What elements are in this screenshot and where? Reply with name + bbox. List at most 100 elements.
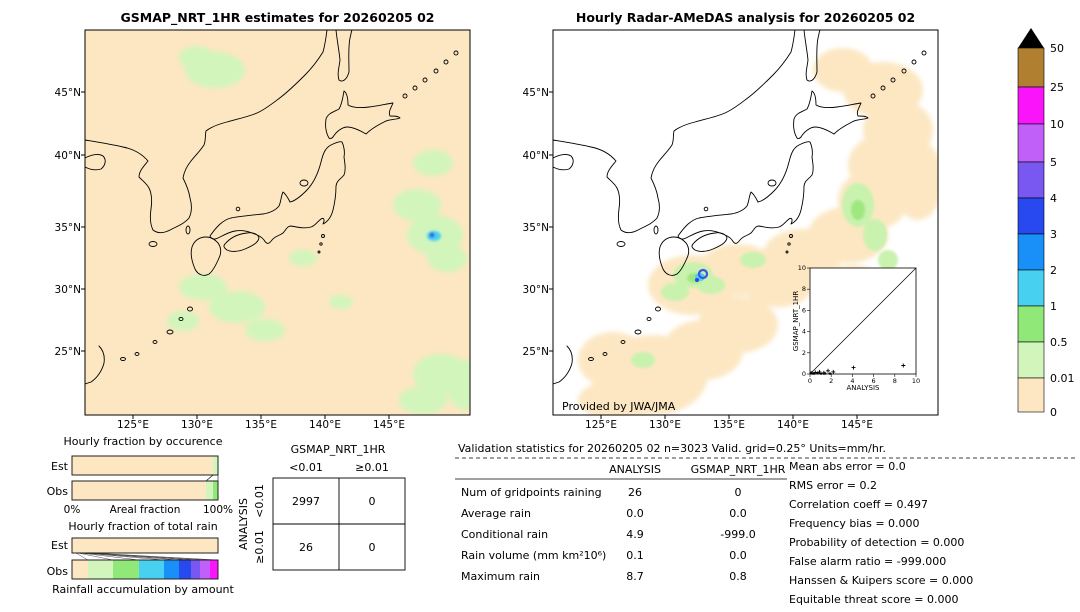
tick-label: 0 — [808, 377, 812, 385]
colorbar-label: 25 — [1050, 81, 1064, 94]
row-header: <0.01 — [253, 484, 266, 518]
lat-label: 40°N — [523, 150, 549, 162]
tick-label: 4 — [850, 377, 854, 385]
cell-value: 26 — [299, 541, 313, 554]
metric-line: RMS error = 0.2 — [789, 479, 877, 492]
colorbar-label: 0.01 — [1050, 372, 1075, 385]
stat-analysis-value: 4.9 — [626, 528, 644, 541]
stat-row-label: Maximum rain — [461, 570, 540, 583]
areal-hundred-label: 100% — [203, 504, 233, 516]
radar-axis-ticks — [549, 91, 858, 419]
radar-light-rain-areas — [631, 183, 898, 368]
stats-col-gsmap: GSMAP_NRT_1HR — [691, 463, 786, 476]
inset-scatter-plot: 0 2 4 6 8 10 0 2 4 6 8 10 ANALYSIS GSMAP… — [792, 264, 920, 392]
accumulation-caption: Rainfall accumulation by amount — [52, 583, 234, 596]
right-map-title: Hourly Radar-AMeDAS analysis for 2026020… — [575, 10, 916, 25]
lon-label: 145°E — [841, 419, 873, 430]
lon-label: 130°E — [181, 419, 213, 430]
validation-stats-panel: Validation statistics for 20260205 02 n=… — [455, 442, 1077, 606]
contingency-title: GSMAP_NRT_1HR — [291, 443, 386, 456]
stat-analysis-value: 0.1 — [626, 549, 644, 562]
tick-label: 8 — [802, 285, 806, 293]
colorbar-label: 0 — [1050, 406, 1057, 419]
row-header: ≥0.01 — [253, 530, 266, 564]
contingency-table: GSMAP_NRT_1HR <0.01 ≥0.01 ANALYSIS <0.01… — [237, 443, 406, 571]
radar-map-panel: 0 2 4 6 8 10 0 2 4 6 8 10 ANALYSIS GSMAP… — [523, 29, 939, 430]
areal-fraction-label: Areal fraction — [110, 504, 181, 516]
stat-gsmap-value: 0.0 — [729, 507, 747, 520]
lon-label: 135°E — [713, 419, 745, 430]
inset-ticks — [807, 267, 917, 377]
areal-zero-label: 0% — [64, 504, 81, 516]
radar-lat-labels: 45°N 40°N 35°N 30°N 25°N — [523, 87, 549, 358]
metric-line: Equitable threat score = 0.000 — [789, 593, 958, 606]
cell-value: 0 — [369, 541, 376, 554]
radar-map-body: 0 2 4 6 8 10 0 2 4 6 8 10 ANALYSIS GSMAP… — [553, 30, 938, 415]
total-rain-title: Hourly fraction of total rain — [68, 520, 217, 533]
colorbar-segments — [1017, 47, 1045, 413]
colorbar-label: 2 — [1050, 264, 1057, 277]
gsmap-axis-ticks — [81, 91, 390, 419]
colorbar-label: 1 — [1050, 300, 1057, 313]
stats-rows: Num of gridpoints raining 26 0 Average r… — [461, 486, 756, 583]
colorbar-label: 5 — [1050, 156, 1057, 169]
rain-rate-colorbar: 50 25 10 5 4 3 2 1 0.5 0.01 0 — [1017, 28, 1075, 419]
metric-line: False alarm ratio = -999.000 — [789, 555, 946, 568]
occurrence-connectors — [205, 474, 219, 482]
colorbar-label: 10 — [1050, 118, 1064, 131]
gsmap-lon-labels: 125°E 130°E 135°E 140°E 145°E — [117, 419, 405, 430]
tick-label: 2 — [829, 377, 833, 385]
cell-value: 2997 — [292, 495, 320, 508]
stats-metrics: Mean abs error = 0.0 RMS error = 0.2 Cor… — [789, 460, 973, 606]
lat-label: 25°N — [523, 346, 549, 358]
stat-analysis-value: 0.0 — [626, 507, 644, 520]
tick-label: 0 — [802, 370, 806, 378]
lon-label: 125°E — [117, 419, 149, 430]
stat-gsmap-value: 0.0 — [729, 549, 747, 562]
radar-heavy-rain-spots — [695, 268, 709, 282]
obs-label: Obs — [47, 485, 69, 498]
fraction-bars-panel: Hourly fraction by occurence Est Obs 0% … — [47, 435, 235, 596]
contingency-axis-label: ANALYSIS — [237, 498, 250, 550]
inset-scatter-points — [809, 363, 906, 375]
map-credit: Provided by JWA/JMA — [562, 400, 676, 413]
lat-label: 25°N — [55, 346, 81, 358]
stat-gsmap-value: -999.0 — [720, 528, 755, 541]
colorbar-label: 4 — [1050, 192, 1057, 205]
total-connectors — [75, 552, 219, 561]
col-header: ≥0.01 — [355, 461, 389, 474]
lat-label: 30°N — [55, 284, 81, 296]
gsmap-map-frame — [84, 29, 471, 416]
lon-label: 140°E — [777, 419, 809, 430]
stat-row-label: Conditional rain — [461, 528, 548, 541]
lat-label: 45°N — [523, 87, 549, 99]
stat-row-label: Average rain — [461, 507, 531, 520]
gsmap-map-body — [85, 30, 470, 415]
tick-label: 10 — [912, 377, 920, 385]
metric-line: Frequency bias = 0.000 — [789, 517, 920, 530]
colorbar-labels: 50 25 10 5 4 3 2 1 0.5 0.01 0 — [1050, 42, 1075, 419]
colorbar-label: 3 — [1050, 228, 1057, 241]
est-label: Est — [51, 539, 69, 552]
gsmap-lat-labels: 45°N 40°N 35°N 30°N 25°N — [55, 87, 81, 358]
gsmap-light-rain-areas — [167, 46, 470, 414]
gsmap-moderate-rain-spots — [427, 231, 441, 241]
colorbar-label: 0.5 — [1050, 336, 1068, 349]
lat-label: 45°N — [55, 87, 81, 99]
total-obs-bar — [71, 559, 219, 580]
lon-label: 130°E — [649, 419, 681, 430]
tick-label: 10 — [798, 264, 806, 272]
tick-label: 2 — [802, 349, 806, 357]
colorbar-label: 50 — [1050, 42, 1064, 55]
obs-label: Obs — [47, 565, 69, 578]
stat-gsmap-value: 0 — [735, 486, 742, 499]
left-map-title: GSMAP_NRT_1HR estimates for 20260205 02 — [120, 10, 435, 25]
stats-col-analysis: ANALYSIS — [609, 463, 661, 476]
stat-analysis-value: 8.7 — [626, 570, 644, 583]
inset-x-tick-labels: 0 2 4 6 8 10 — [808, 377, 920, 385]
stat-row-label: Num of gridpoints raining — [461, 486, 602, 499]
tick-label: 4 — [802, 328, 806, 336]
lat-label: 35°N — [55, 222, 81, 234]
cell-value: 0 — [369, 495, 376, 508]
lat-label: 30°N — [523, 284, 549, 296]
